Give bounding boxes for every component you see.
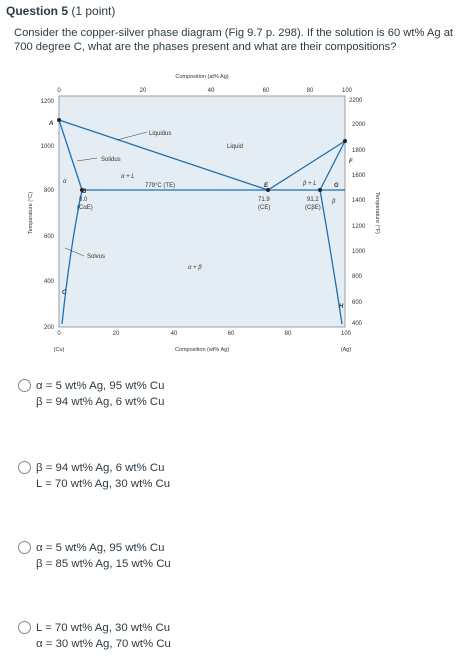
left-tick-800: 800 bbox=[44, 188, 55, 194]
point-b-marker bbox=[80, 188, 84, 192]
label-solvus: Solvus bbox=[87, 254, 105, 260]
right-tick-600: 600 bbox=[352, 300, 363, 306]
right-tick-400: 400 bbox=[352, 321, 363, 327]
right-tick-1400: 1400 bbox=[352, 198, 366, 204]
point-e-marker bbox=[266, 188, 270, 192]
option-3-line-1: α = 5 wt% Ag, 95 wt% Cu bbox=[36, 542, 165, 554]
solidus-leader bbox=[76, 157, 98, 162]
bottom-tick-40: 40 bbox=[171, 331, 178, 337]
right-axis-title: Temperature (°F) bbox=[374, 192, 380, 234]
label-e: E bbox=[264, 183, 269, 189]
option-2-line-2: L = 70 wt% Ag, 30 wt% Cu bbox=[36, 478, 171, 490]
point-f-marker bbox=[343, 139, 347, 143]
bottom-axis-title: Composition (wt% Ag) bbox=[175, 347, 229, 353]
point-a-marker bbox=[57, 118, 61, 122]
label-b: B bbox=[82, 189, 87, 195]
bottom-tick-100: 100 bbox=[341, 331, 352, 337]
left-axis-title: Temperature (°C) bbox=[28, 192, 34, 234]
question-points: (1 point) bbox=[71, 4, 116, 18]
bottom-tick-20: 20 bbox=[113, 331, 120, 337]
label-alpha-plus-l: α + L bbox=[121, 174, 135, 180]
radio-button[interactable] bbox=[18, 621, 31, 634]
option-2-line-1: β = 94 wt% Ag, 6 wt% Cu bbox=[36, 462, 165, 474]
label-beta: β bbox=[331, 199, 336, 205]
label-c-e: (CE) bbox=[258, 205, 270, 211]
top-tick-0: 0 bbox=[57, 88, 61, 94]
left-tick-1000: 1000 bbox=[41, 144, 55, 150]
top-tick-40: 40 bbox=[208, 88, 215, 94]
label-f: F bbox=[349, 159, 353, 165]
solidus-beta-line bbox=[319, 140, 346, 191]
right-tick-2000: 2000 bbox=[352, 122, 366, 128]
solvus-beta-line bbox=[319, 189, 343, 325]
label-liquidus: Liquidus bbox=[149, 131, 171, 137]
question-number: Question 5 bbox=[6, 4, 69, 18]
option-4-line-2: α = 30 wt% Ag, 70 wt% Cu bbox=[36, 638, 171, 650]
right-tick-1600: 1600 bbox=[352, 173, 366, 179]
label-a: A bbox=[48, 121, 53, 127]
label-c-alpha-e: (CαE) bbox=[77, 205, 93, 211]
question-header: Question 5 (1 point) bbox=[6, 4, 115, 18]
right-tick-1800: 1800 bbox=[352, 148, 366, 154]
left-tick-1200: 1200 bbox=[41, 99, 55, 105]
label-alpha: α bbox=[63, 179, 67, 185]
option-3-line-2: β = 85 wt% Ag, 15 wt% Cu bbox=[36, 558, 171, 570]
plot-frame bbox=[58, 95, 346, 328]
label-eutectic-temp: 779°C (TE) bbox=[145, 183, 175, 189]
label-c-beta-e: (CβE) bbox=[305, 205, 321, 211]
label-91-2: 91.2 bbox=[307, 197, 319, 203]
ag-label: (Ag) bbox=[341, 347, 352, 353]
phase-diagram: Composition (at% Ag) 0 20 40 60 80 100 1… bbox=[28, 74, 380, 353]
label-8-0: 8.0 bbox=[79, 197, 88, 203]
top-tick-100: 100 bbox=[342, 88, 353, 94]
bottom-tick-80: 80 bbox=[285, 331, 292, 337]
point-g-marker bbox=[318, 188, 322, 192]
top-tick-80: 80 bbox=[307, 88, 314, 94]
label-beta-plus-l: β + L bbox=[302, 181, 317, 187]
bottom-tick-60: 60 bbox=[228, 331, 235, 337]
label-solidus: Solidus bbox=[101, 157, 121, 163]
label-alpha-plus-beta: α + β bbox=[188, 265, 202, 271]
right-tick-800: 800 bbox=[352, 274, 363, 280]
cu-label: (Cu) bbox=[54, 347, 65, 353]
label-71-9: 71.9 bbox=[258, 197, 270, 203]
bottom-tick-0: 0 bbox=[57, 331, 61, 337]
liquidus-leader bbox=[116, 131, 148, 141]
left-tick-400: 400 bbox=[44, 279, 55, 285]
solvus-alpha-line bbox=[61, 189, 83, 325]
option-1-line-2: β = 94 wt% Ag, 6 wt% Cu bbox=[36, 396, 165, 408]
top-tick-60: 60 bbox=[263, 88, 270, 94]
left-tick-600: 600 bbox=[44, 234, 55, 240]
left-tick-200: 200 bbox=[44, 325, 55, 331]
label-h: H bbox=[339, 304, 344, 310]
solvus-leader bbox=[64, 247, 85, 257]
right-tick-1200: 1200 bbox=[352, 224, 366, 230]
label-g: G bbox=[334, 183, 339, 189]
label-liquid: Liquid bbox=[227, 144, 243, 150]
solidus-alpha-line bbox=[58, 119, 83, 191]
top-axis-title: Composition (at% Ag) bbox=[175, 74, 228, 80]
right-tick-2200: 2200 bbox=[349, 98, 363, 104]
question-text: Consider the copper-silver phase diagram… bbox=[14, 27, 454, 53]
radio-button[interactable] bbox=[18, 541, 31, 554]
top-tick-20: 20 bbox=[140, 88, 147, 94]
label-c: C bbox=[62, 290, 67, 296]
option-4-line-1: L = 70 wt% Ag, 30 wt% Cu bbox=[36, 622, 171, 634]
option-1-line-1: α = 5 wt% Ag, 95 wt% Cu bbox=[36, 380, 165, 392]
radio-button[interactable] bbox=[18, 379, 31, 392]
right-tick-1000: 1000 bbox=[352, 249, 366, 255]
radio-button[interactable] bbox=[18, 461, 31, 474]
